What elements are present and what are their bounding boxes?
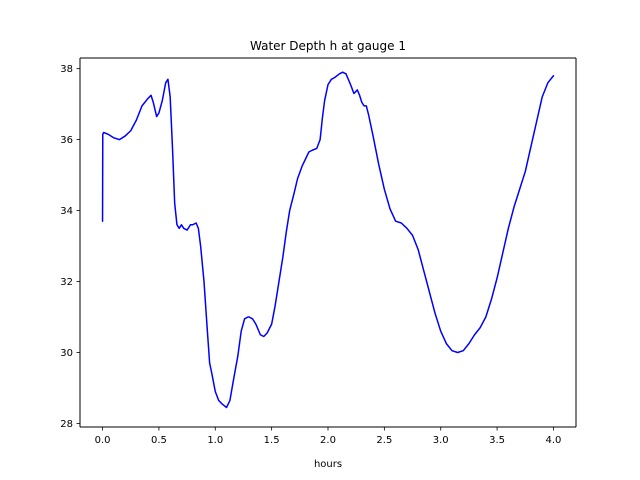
x-tick-label: 1.5 [264, 435, 280, 446]
x-tick-label: 2.0 [320, 435, 336, 446]
chart-title: Water Depth h at gauge 1 [250, 39, 406, 53]
series-line [101, 71, 555, 409]
x-axis-label: hours [314, 459, 342, 470]
x-tick-label: 2.5 [376, 435, 392, 446]
series-layer [101, 71, 555, 409]
x-tick-label: 0.5 [151, 435, 167, 446]
y-tick-label: 36 [60, 135, 73, 146]
y-tick-label: 32 [60, 277, 73, 288]
tick-layer: 0.0 0.5 1.0 1.5 2.0 2.5 3.0 3.5 4.0 28 30 32 34 36 38 [60, 64, 561, 446]
x-tick-label: 3.5 [489, 435, 505, 446]
y-tick-label: 34 [60, 206, 73, 217]
y-tick-label: 28 [60, 419, 73, 430]
plot-area [80, 58, 576, 427]
x-tick-label: 4.0 [546, 435, 562, 446]
x-tick-label: 3.0 [433, 435, 449, 446]
x-tick-label: 0.0 [95, 435, 111, 446]
y-tick-label: 38 [60, 64, 73, 75]
y-tick-label: 30 [60, 348, 73, 359]
x-tick-label: 1.0 [207, 435, 223, 446]
plot-frame [79, 57, 577, 428]
